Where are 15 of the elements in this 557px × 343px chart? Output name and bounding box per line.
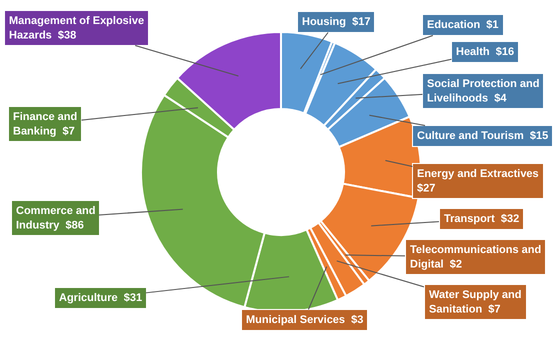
slice-label: Education $1 xyxy=(427,19,499,31)
slice-label: Finance and Banking $7 xyxy=(13,111,78,138)
slice-label: Telecommunications and Digital $2 xyxy=(410,244,542,270)
slice-label: Agriculture $31 xyxy=(59,292,142,304)
slice-label: Commerce and Industry $86 xyxy=(16,205,96,232)
slice-label: Management of Explosive Hazards $38 xyxy=(9,15,144,42)
slice-label: Housing $17 xyxy=(302,16,370,28)
data-label: $27 xyxy=(417,182,436,194)
slice-label: Water Supply and Sanitation $7 xyxy=(429,289,522,316)
slice-label: Culture and Tourism $15 xyxy=(417,130,548,142)
slice-label: Transport $32 xyxy=(444,213,520,225)
slice-label: Social Protection and Livelihoods $4 xyxy=(427,78,540,104)
slice-label: Municipal Services $3 xyxy=(246,314,364,326)
slice-label: Energy and Extractives xyxy=(417,168,539,180)
slice-label: Health $16 xyxy=(456,46,514,58)
